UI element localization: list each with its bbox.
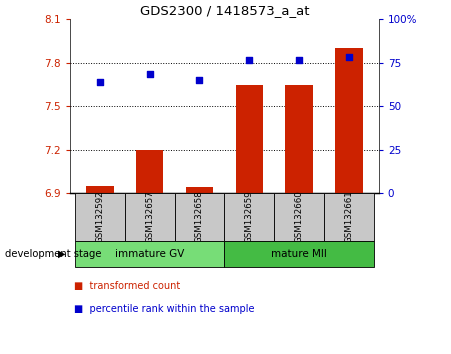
Text: GSM132661: GSM132661 [345, 190, 354, 243]
Bar [186, 187, 213, 193]
Bar [335, 48, 363, 193]
Text: GSM132658: GSM132658 [195, 190, 204, 243]
Bar [274, 193, 324, 241]
Text: ■  transformed count: ■ transformed count [74, 281, 181, 291]
Bar [125, 193, 175, 241]
Text: ■  percentile rank within the sample: ■ percentile rank within the sample [74, 304, 255, 314]
Point [295, 57, 303, 63]
Bar [136, 150, 163, 193]
Bar [324, 193, 374, 241]
Bar [75, 193, 125, 241]
Text: GSM132657: GSM132657 [145, 190, 154, 243]
Point [246, 57, 253, 63]
Bar [175, 193, 225, 241]
Point [345, 54, 353, 60]
Point [96, 79, 103, 85]
Bar [225, 193, 274, 241]
Point [196, 78, 203, 83]
Point [146, 72, 153, 77]
Title: GDS2300 / 1418573_a_at: GDS2300 / 1418573_a_at [140, 4, 309, 17]
Bar [235, 85, 263, 193]
Bar [75, 241, 225, 267]
Text: GSM132660: GSM132660 [295, 190, 304, 243]
Text: GSM132592: GSM132592 [95, 190, 104, 243]
Text: mature MII: mature MII [271, 249, 327, 259]
Bar [285, 85, 313, 193]
Text: GSM132659: GSM132659 [245, 190, 254, 243]
Text: development stage: development stage [5, 249, 101, 259]
Text: immature GV: immature GV [115, 249, 184, 259]
Bar [86, 186, 114, 193]
Bar [225, 241, 374, 267]
Text: ▶: ▶ [58, 249, 65, 259]
